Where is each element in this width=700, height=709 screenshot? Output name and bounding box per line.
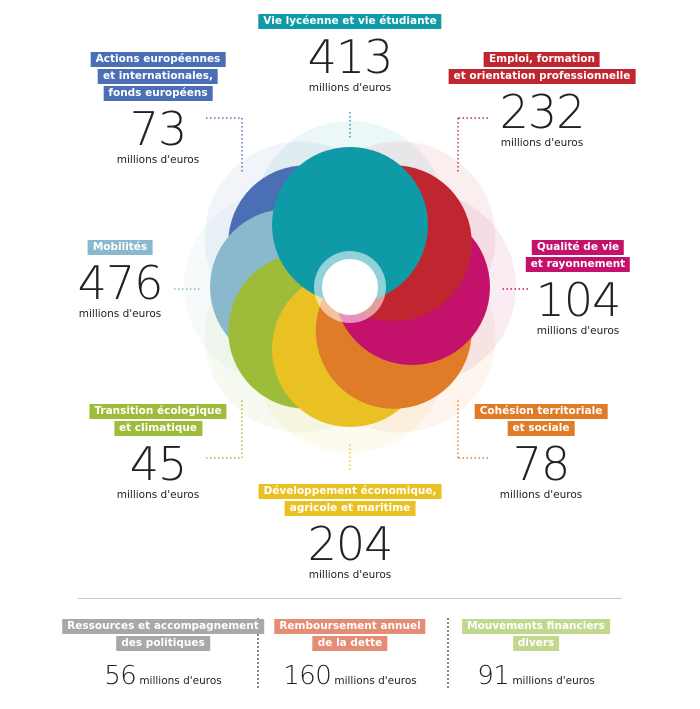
bottom-separator [257,618,259,688]
category-value: 476 [77,256,164,310]
category-label: Transition écologique [89,404,227,419]
value-unit: millions d'euros [512,675,595,687]
category-block: Vie lycéenne et vie étudiante 413 millions… [258,14,442,95]
value-unit: millions d'euros [500,137,584,149]
category-value: 78 [512,437,571,491]
category-value: 204 [307,517,394,571]
category-label: Développement économique, [258,484,442,499]
category-label: fonds européens [103,86,213,101]
other-value: 56 [104,661,137,691]
flower-center [314,251,386,323]
category-block: Qualité de vie et rayonnement 104 millions … [525,240,631,338]
category-label: et internationales, [97,69,219,84]
value-unit: millions d'euros [78,308,162,320]
other-block: Ressources et accompagnement des politiqu… [62,619,264,691]
other-label: Remboursement annuel [274,619,426,634]
other-value: 160 [283,661,332,691]
category-label: Vie lycéenne et vie étudiante [258,14,442,29]
category-block: Développement économique, agricole et mar… [258,484,442,582]
category-value: 232 [499,85,586,139]
flower-petals [210,147,490,427]
value-unit: millions d'euros [536,325,620,337]
value-unit: millions d'euros [116,489,200,501]
category-block: Mobilités 476 millions d'euros [78,240,163,321]
category-label: agricole et maritime [284,501,416,516]
value-unit: millions d'euros [499,489,583,501]
category-label: Qualité de vie [531,240,625,255]
category-label: et orientation professionnelle [448,69,636,84]
other-label: Ressources et accompagnement [62,619,264,634]
category-block: Emploi, formation et orientation professi… [448,52,636,150]
center-hole [322,259,378,315]
value-unit: millions d'euros [334,675,417,687]
value-unit: millions d'euros [116,154,200,166]
category-label: et rayonnement [525,257,631,272]
other-label: divers [512,636,560,651]
category-value: 45 [129,437,188,491]
category-label: et sociale [507,421,575,436]
category-label: Actions européennes [90,52,226,67]
value-unit: millions d'euros [308,82,392,94]
category-label: Mobilités [87,240,153,255]
category-block: Cohésion territoriale et sociale 78 million… [474,404,608,502]
section-divider [78,598,622,599]
category-block: Transition écologique et climatique 45 mill… [89,404,227,502]
other-label: de la dette [312,636,388,651]
category-block: Actions européennes et internationales, fo… [90,52,226,167]
other-label: Mouvements financiers [462,619,610,634]
category-value: 73 [129,102,188,156]
other-block: Mouvements financiers divers 91 millions d'… [462,619,610,691]
value-unit: millions d'euros [308,569,392,581]
value-unit: millions d'euros [139,675,222,687]
other-label: des politiques [116,636,210,651]
petal [272,147,428,303]
leader-lines [174,112,528,470]
category-label: Emploi, formation [484,52,600,67]
category-value: 104 [535,273,622,327]
category-label: et climatique [114,421,202,436]
other-value: 91 [477,661,510,691]
other-block: Remboursement annuel de la dette 160 millio… [274,619,426,691]
bottom-separator [447,618,449,688]
category-label: Cohésion territoriale [474,404,608,419]
category-value: 413 [307,30,394,84]
